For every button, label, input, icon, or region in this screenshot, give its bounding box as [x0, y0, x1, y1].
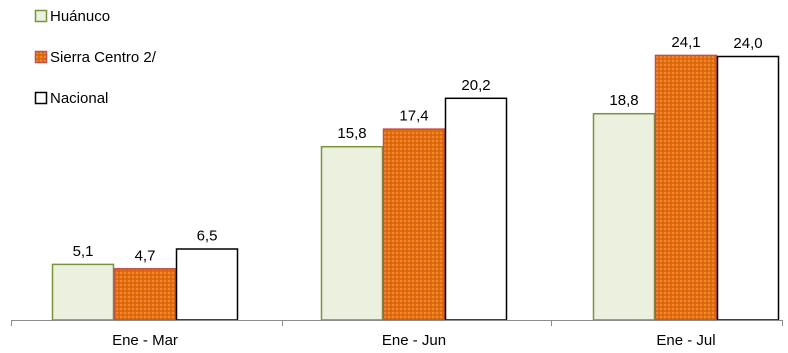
bar-2-3 [654, 54, 718, 321]
legend-swatch [34, 91, 48, 105]
bar-3-2 [444, 97, 508, 321]
x-tick-label: Ene - Jun [382, 332, 446, 349]
data-label: 18,8 [609, 92, 638, 109]
legend-label: Nacional [50, 90, 108, 107]
data-label: 24,0 [733, 35, 762, 52]
legend-swatch [34, 9, 48, 23]
legend-item-1: Huánuco [34, 8, 110, 25]
x-tick-label: Ene - Mar [112, 332, 178, 349]
bars-layer [51, 54, 780, 321]
legend-swatch [34, 50, 48, 64]
data-label: 6,5 [197, 228, 218, 245]
data-label: 24,1 [671, 34, 700, 51]
data-label: 4,7 [135, 247, 156, 264]
data-label: 17,4 [399, 108, 428, 125]
bar-3-3 [716, 55, 780, 321]
x-axis: Ene - Mar Ene - Jun Ene - Jul [11, 320, 783, 349]
data-labels-layer: 5,1 4,7 6,5 15,8 17,4 20,2 18,8 24,1 24,0 [73, 34, 763, 264]
data-label: 20,2 [461, 77, 490, 94]
bar-1-1 [51, 263, 115, 321]
bar-2-1 [113, 268, 177, 321]
legend-label: Sierra Centro 2/ [50, 49, 157, 66]
bar-1-2 [320, 145, 384, 321]
legend-item-3: Nacional [34, 90, 108, 107]
legend-label: Huánuco [50, 8, 110, 25]
bar-1-3 [592, 112, 656, 321]
x-tick-label: Ene - Jul [656, 332, 715, 349]
data-label: 15,8 [337, 125, 366, 142]
bar-3-1 [175, 248, 239, 321]
legend: Huánuco Sierra Centro 2/Nacional [34, 8, 157, 107]
bar-2-2 [382, 128, 446, 321]
data-label: 5,1 [73, 243, 94, 260]
legend-item-2: Sierra Centro 2/ [34, 49, 157, 66]
